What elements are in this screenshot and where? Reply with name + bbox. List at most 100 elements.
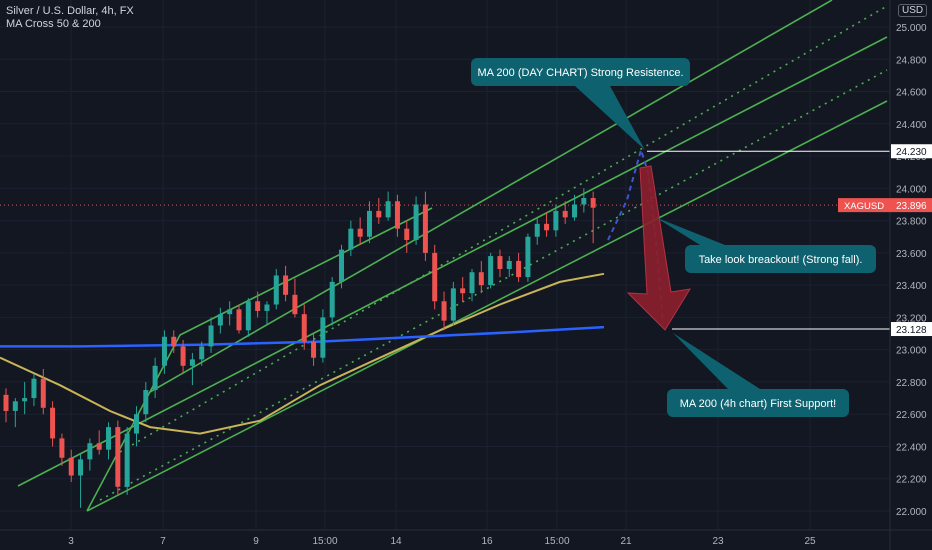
current-price-box <box>891 198 932 213</box>
candle-body <box>553 210 559 231</box>
candle-body <box>385 201 391 218</box>
candle-body <box>96 443 102 450</box>
callout-pointer <box>575 86 645 150</box>
projection-path <box>607 146 664 323</box>
candle-body <box>422 204 428 253</box>
x-tick-label: 23 <box>712 536 724 547</box>
x-tick-label: 9 <box>253 536 259 547</box>
y-tick-label: 25.000 <box>896 23 927 34</box>
callout-text: MA 200 (4h chart) First Support! <box>680 398 837 410</box>
candle-body <box>3 394 9 411</box>
candle-body <box>469 272 475 294</box>
candle-body <box>348 228 354 250</box>
candle-body <box>311 341 317 358</box>
candle-body <box>320 317 326 358</box>
price-label-box <box>891 144 932 159</box>
channel-start-lines <box>86 207 433 512</box>
y-tick-label: 22.200 <box>896 475 927 486</box>
candle-body <box>432 252 438 302</box>
candle-body <box>506 260 512 270</box>
candles <box>3 188 596 508</box>
x-tick-label: 7 <box>160 536 166 547</box>
channel-upper-line <box>149 0 833 393</box>
x-tick-label: 25 <box>804 536 816 547</box>
price-label-text: 24.230 <box>896 147 927 158</box>
candle-body <box>40 378 46 408</box>
callout-box <box>685 245 876 273</box>
candle-body <box>376 210 382 218</box>
callout-box <box>667 389 849 417</box>
candle-body <box>283 275 289 295</box>
candle-body <box>124 433 130 487</box>
candle-body <box>544 223 550 231</box>
y-tick-label: 24.800 <box>896 55 927 66</box>
candle-body <box>152 365 158 391</box>
candle-body <box>525 236 531 278</box>
time-axis[interactable]: 3 7 9 15:00 14 16 15:00 21 23 25 <box>0 529 932 547</box>
candle-body <box>31 378 37 399</box>
ma-fast-line <box>0 272 605 435</box>
x-tick-label: 21 <box>620 536 632 547</box>
callout-text: MA 200 (DAY CHART) Strong Resistence. <box>477 67 683 79</box>
candle-body <box>329 281 335 318</box>
candle-body <box>404 228 410 240</box>
price-label-text: 23.128 <box>896 325 927 336</box>
candle-body <box>59 438 65 458</box>
callout-pointer <box>655 217 725 245</box>
candle-body <box>50 407 56 439</box>
candle-body <box>516 260 522 278</box>
candle-body <box>590 198 596 208</box>
candle-body <box>12 401 18 411</box>
callout-box <box>471 58 690 86</box>
candle-body <box>413 204 419 240</box>
candle-body <box>133 414 139 434</box>
candle-body <box>68 457 74 476</box>
candle-body <box>236 309 242 331</box>
symbol-title: Silver / U.S. Dollar, 4h, FX <box>6 5 134 17</box>
y-tick-label: 22.400 <box>896 442 927 453</box>
x-tick-label: 15:00 <box>312 536 337 547</box>
candle-body <box>562 210 568 218</box>
currency-badge[interactable]: USD <box>898 4 928 17</box>
candle-body <box>143 390 149 415</box>
x-tick-label: 3 <box>68 536 74 547</box>
price-axis[interactable]: 25.00024.80024.60024.40024.20024.00023.8… <box>838 0 932 550</box>
x-tick-label: 14 <box>390 536 402 547</box>
y-tick-label: 23.200 <box>896 313 927 324</box>
channel-dotted-upper <box>119 5 888 453</box>
y-tick-label: 22.600 <box>896 410 927 421</box>
candle-body <box>488 256 494 286</box>
candle-body <box>450 288 456 321</box>
current-price-text: 23.896 <box>896 201 927 212</box>
candle-body <box>478 272 484 286</box>
y-tick-label: 23.000 <box>896 346 927 357</box>
ma-slow-line <box>0 325 605 348</box>
y-tick-label: 24.400 <box>896 120 927 131</box>
candle-body <box>78 459 84 476</box>
candle-body <box>189 359 195 366</box>
y-tick-label: 23.400 <box>896 281 927 292</box>
candle-body <box>171 336 177 347</box>
candle-body <box>357 228 363 237</box>
candle-body <box>394 201 400 229</box>
candle-body <box>87 443 93 460</box>
indicator-title: MA Cross 50 & 200 <box>6 18 101 30</box>
candle-body <box>22 398 28 402</box>
candle-body <box>581 198 587 205</box>
x-tick-label: 16 <box>481 536 493 547</box>
candle-body <box>161 336 167 366</box>
candle-body <box>460 288 466 294</box>
candle-body <box>180 346 186 366</box>
y-tick-label: 22.800 <box>896 378 927 389</box>
symbol-tag-text: XAGUSD <box>844 201 884 212</box>
candle-body <box>497 256 503 270</box>
candle-body <box>245 301 251 331</box>
candle-body <box>441 301 447 321</box>
candle-body <box>366 210 372 237</box>
moving-average-lines <box>0 272 605 435</box>
candle-body <box>255 301 261 311</box>
y-tick-label: 23.600 <box>896 249 927 260</box>
callout-pointer <box>673 333 760 389</box>
y-tick-label: 23.800 <box>896 217 927 228</box>
